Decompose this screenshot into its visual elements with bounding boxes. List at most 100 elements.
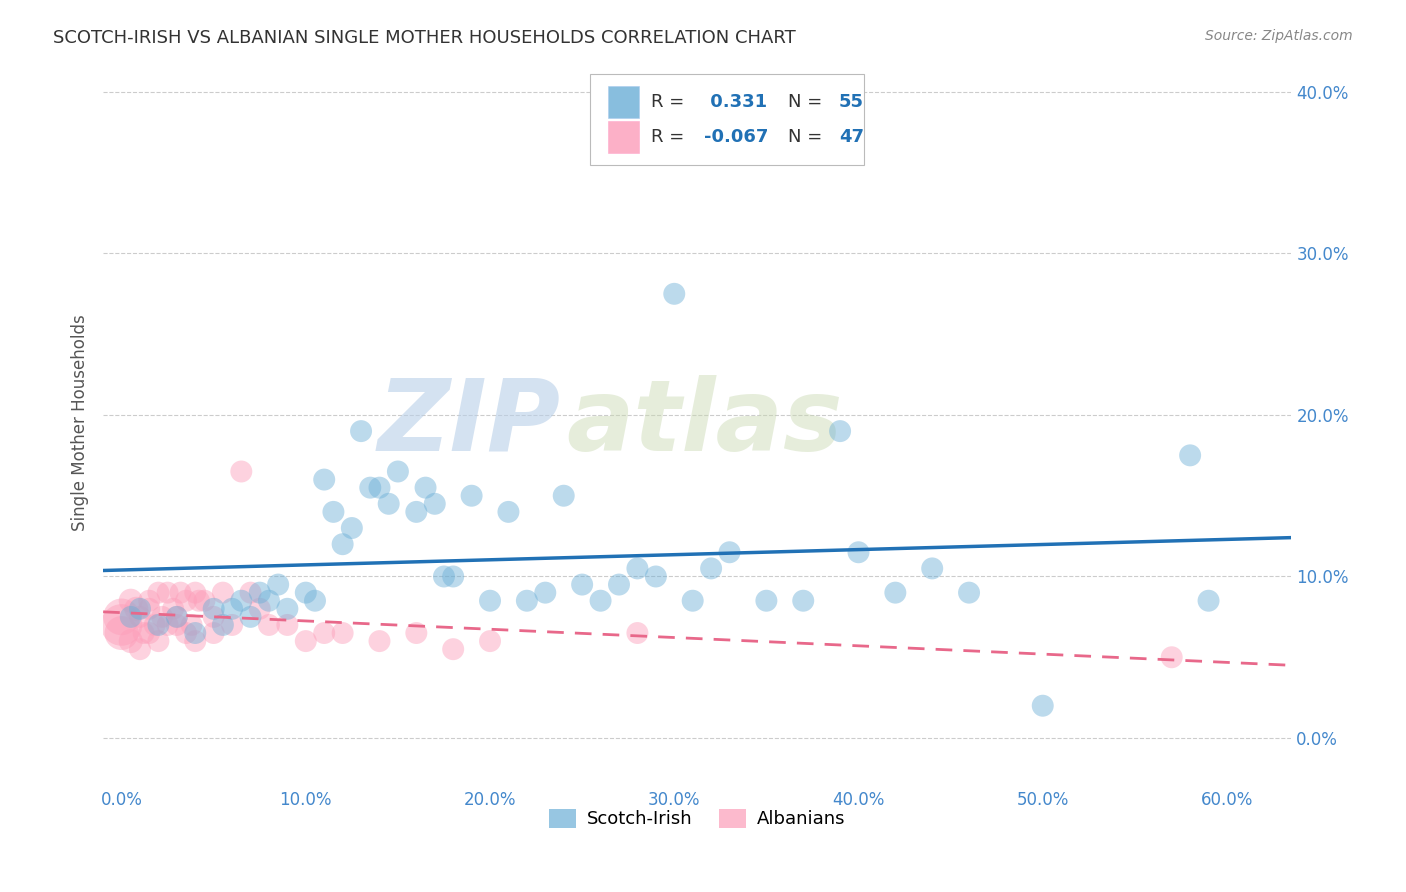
Point (1160, 650, 1182, 665)
Point (1178, 448, 1201, 462)
Text: atlas: atlas (567, 375, 844, 472)
Point (132, 626, 155, 640)
FancyBboxPatch shape (609, 86, 640, 118)
Point (957, 585, 980, 599)
Point (120, 634, 142, 648)
Point (120, 610, 142, 624)
Text: 55: 55 (839, 93, 863, 111)
Point (423, 497, 446, 511)
Point (479, 593, 502, 607)
Point (340, 521, 363, 535)
Legend: Scotch-Irish, Albanians: Scotch-Irish, Albanians (541, 802, 853, 836)
Point (169, 585, 191, 599)
Point (644, 569, 666, 583)
Point (498, 505, 520, 519)
Point (377, 497, 399, 511)
Point (162, 602, 184, 616)
Point (534, 585, 557, 599)
Point (166, 610, 188, 624)
Point (120, 593, 142, 607)
Point (184, 626, 207, 640)
Point (239, 585, 262, 599)
Point (174, 626, 197, 640)
Point (884, 585, 907, 599)
Point (1032, 698, 1054, 713)
Text: -0.067: -0.067 (704, 128, 769, 146)
Text: SCOTCH-IRISH VS ALBANIAN SINGLE MOTHER HOUSEHOLDS CORRELATION CHART: SCOTCH-IRISH VS ALBANIAN SINGLE MOTHER H… (53, 29, 796, 46)
Point (129, 642, 152, 657)
Point (212, 585, 235, 599)
Point (138, 626, 160, 640)
Point (294, 634, 316, 648)
Point (221, 602, 243, 616)
Point (257, 593, 280, 607)
Point (332, 537, 354, 551)
FancyBboxPatch shape (609, 121, 640, 153)
Point (110, 610, 132, 624)
Point (387, 465, 409, 479)
Point (110, 626, 132, 640)
Point (257, 618, 280, 632)
Point (314, 473, 336, 487)
Text: R =: R = (651, 93, 690, 111)
Point (231, 465, 253, 479)
Point (202, 610, 225, 624)
Point (516, 593, 538, 607)
Text: N =: N = (787, 128, 828, 146)
Point (626, 561, 648, 575)
Point (433, 569, 456, 583)
Point (718, 545, 741, 559)
Point (180, 618, 202, 632)
Point (664, 286, 686, 301)
FancyBboxPatch shape (591, 74, 863, 165)
Point (314, 626, 336, 640)
Point (553, 489, 575, 503)
Point (626, 626, 648, 640)
Point (304, 593, 326, 607)
Point (138, 593, 160, 607)
Point (441, 569, 464, 583)
Point (166, 618, 188, 632)
Point (1198, 593, 1220, 607)
Point (187, 593, 209, 607)
Point (231, 593, 253, 607)
Point (405, 626, 427, 640)
Point (848, 545, 870, 559)
Point (828, 424, 851, 438)
Point (415, 481, 437, 495)
Point (184, 585, 207, 599)
Point (150, 610, 173, 624)
Point (184, 634, 207, 648)
Point (921, 561, 943, 575)
Point (193, 593, 215, 607)
Point (202, 602, 225, 616)
Point (148, 618, 170, 632)
Point (138, 602, 160, 616)
Point (125, 602, 148, 616)
Point (332, 626, 354, 640)
Point (156, 585, 179, 599)
Point (166, 610, 188, 624)
Point (700, 561, 723, 575)
Point (441, 642, 464, 657)
Point (682, 593, 704, 607)
Point (792, 593, 814, 607)
Point (212, 618, 235, 632)
Point (359, 481, 381, 495)
Point (607, 577, 630, 591)
Point (294, 585, 316, 599)
Point (148, 585, 170, 599)
Text: Source: ZipAtlas.com: Source: ZipAtlas.com (1205, 29, 1353, 43)
Point (110, 618, 132, 632)
Point (148, 634, 170, 648)
Point (368, 634, 391, 648)
Text: 0.331: 0.331 (704, 93, 768, 111)
Point (368, 481, 391, 495)
Point (174, 593, 197, 607)
Point (239, 610, 262, 624)
Point (460, 489, 482, 503)
Text: 47: 47 (839, 128, 863, 146)
Y-axis label: Single Mother Households: Single Mother Households (72, 315, 89, 532)
Point (221, 618, 243, 632)
Point (129, 602, 152, 616)
